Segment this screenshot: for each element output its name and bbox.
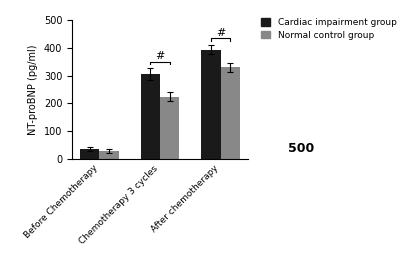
Bar	[221, 68, 240, 159]
Text: #: #	[216, 28, 225, 38]
Bar	[160, 97, 179, 159]
Legend: Cardiac impairment group, Normal control group: Cardiac impairment group, Normal control…	[261, 18, 396, 40]
Y-axis label: NT-proBNP (pg/ml): NT-proBNP (pg/ml)	[28, 44, 38, 135]
Bar	[80, 149, 99, 159]
Text: #: #	[155, 51, 165, 61]
Text: 500: 500	[288, 142, 314, 155]
Bar	[141, 74, 160, 159]
Bar	[99, 151, 119, 159]
Bar	[201, 49, 221, 159]
